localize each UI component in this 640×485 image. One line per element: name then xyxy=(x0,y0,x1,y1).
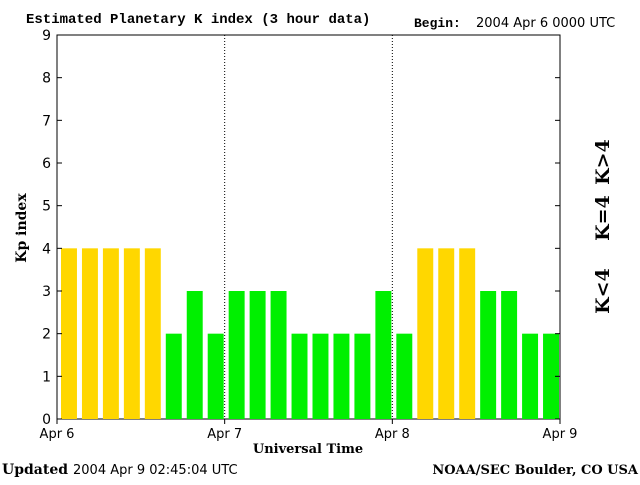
begin-label: Begin: xyxy=(414,16,461,31)
chart-title: Estimated Planetary K index (3 hour data… xyxy=(26,12,370,28)
y-tick-label: 5 xyxy=(42,199,51,215)
kp-bar xyxy=(228,291,245,419)
kp-bar xyxy=(438,248,455,419)
kp-bar xyxy=(480,291,497,419)
plot-frame xyxy=(56,34,561,420)
y-tick-label: 6 xyxy=(42,156,51,172)
y-tick-label: 0 xyxy=(42,412,51,428)
kp-bar xyxy=(522,333,539,419)
kp-bar xyxy=(333,333,350,419)
kp-bar xyxy=(123,248,140,419)
kp-bar xyxy=(249,291,266,419)
updated-label: Updated xyxy=(2,462,68,478)
y-axis-label: Kp index xyxy=(14,193,30,263)
y-tick-label: 4 xyxy=(42,241,51,257)
kp-bar xyxy=(270,291,287,419)
y-axis-ticks: 0 1 2 3 4 5 6 7 8 9 xyxy=(42,28,560,428)
kp-bar xyxy=(375,291,392,419)
y-tick-label: 1 xyxy=(42,369,51,385)
source-credit: NOAA/SEC Boulder, CO USA xyxy=(432,463,639,478)
begin-value: 2004 Apr 6 0000 UTC xyxy=(476,16,615,31)
legend-equal: K=4 xyxy=(592,195,614,241)
y-tick-label: 3 xyxy=(42,284,51,300)
plot-area: 0 1 2 3 4 5 6 7 8 9 Apr 6 Apr 7 Apr 8 Apr 9 xyxy=(40,28,578,442)
x-tick-label: Apr 9 xyxy=(543,427,578,442)
y-tick-label: 7 xyxy=(42,113,51,129)
x-axis-label: Universal Time xyxy=(253,442,363,457)
kp-bar xyxy=(291,333,308,419)
kp-bar xyxy=(165,333,182,419)
y-tick-label: 2 xyxy=(42,327,51,343)
kp-bar xyxy=(61,248,77,419)
x-axis-ticks: Apr 6 Apr 7 Apr 8 Apr 9 xyxy=(40,419,578,442)
x-tick-label: Apr 8 xyxy=(375,427,410,442)
kp-bar xyxy=(102,248,119,419)
kp-bar xyxy=(81,248,98,419)
kp-bar xyxy=(543,333,559,419)
legend-high: K>4 xyxy=(592,139,614,185)
legend-low: K<4 xyxy=(592,268,614,314)
kp-bar xyxy=(396,333,413,419)
kp-bar xyxy=(501,291,518,419)
y-tick-label: 8 xyxy=(42,71,51,87)
y-tick-label: 9 xyxy=(42,28,51,44)
x-tick-label: Apr 6 xyxy=(40,427,75,442)
kp-bar xyxy=(354,333,371,419)
kp-bar xyxy=(312,333,329,419)
kp-bar xyxy=(144,248,161,419)
day-dividers xyxy=(224,35,393,419)
kp-bar xyxy=(186,291,203,419)
kp-bar xyxy=(459,248,476,419)
kp-bar xyxy=(207,333,224,419)
x-tick-label: Apr 7 xyxy=(207,427,242,442)
kp-bar xyxy=(417,248,434,419)
updated-value: 2004 Apr 9 02:45:04 UTC xyxy=(73,463,238,478)
bars-group xyxy=(61,248,559,419)
